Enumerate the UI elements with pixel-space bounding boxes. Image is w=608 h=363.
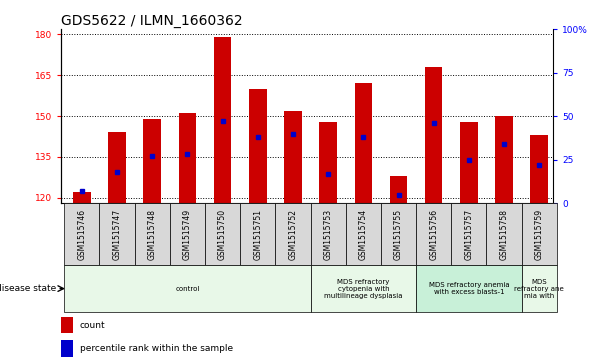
Bar — [311, 203, 346, 265]
Bar — [61, 340, 73, 357]
Bar — [284, 111, 302, 203]
Text: percentile rank within the sample: percentile rank within the sample — [80, 344, 233, 354]
Bar — [460, 122, 478, 203]
Bar — [416, 203, 451, 265]
Bar — [486, 203, 522, 265]
Bar — [64, 265, 311, 312]
Bar — [214, 37, 232, 203]
Bar — [73, 192, 91, 203]
Text: MDS refractory anemia
with excess blasts-1: MDS refractory anemia with excess blasts… — [429, 282, 509, 295]
Bar — [390, 176, 407, 203]
Bar — [205, 203, 240, 265]
Text: GSM1515754: GSM1515754 — [359, 209, 368, 260]
Text: disease state: disease state — [0, 284, 57, 293]
Text: GSM1515748: GSM1515748 — [148, 209, 157, 260]
Text: GSM1515755: GSM1515755 — [394, 209, 403, 260]
Text: GSM1515746: GSM1515746 — [77, 209, 86, 260]
Text: GDS5622 / ILMN_1660362: GDS5622 / ILMN_1660362 — [61, 14, 243, 28]
Bar — [240, 203, 275, 265]
Text: GSM1515756: GSM1515756 — [429, 209, 438, 260]
Bar — [249, 89, 266, 203]
Text: GSM1515749: GSM1515749 — [183, 209, 192, 260]
Bar — [522, 265, 557, 312]
Bar — [275, 203, 311, 265]
Text: GSM1515757: GSM1515757 — [465, 209, 474, 260]
Bar — [496, 116, 513, 203]
Bar — [319, 122, 337, 203]
Text: count: count — [80, 321, 105, 330]
Bar — [354, 83, 372, 203]
Bar — [61, 317, 73, 333]
Text: GSM1515750: GSM1515750 — [218, 209, 227, 260]
Bar — [100, 203, 134, 265]
Text: GSM1515758: GSM1515758 — [500, 209, 508, 260]
Bar — [143, 119, 161, 203]
Bar — [64, 203, 100, 265]
Bar — [416, 265, 522, 312]
Text: GSM1515747: GSM1515747 — [112, 209, 122, 260]
Bar — [346, 203, 381, 265]
Bar — [108, 132, 126, 203]
Bar — [311, 265, 416, 312]
Bar — [530, 135, 548, 203]
Text: GSM1515751: GSM1515751 — [254, 209, 262, 260]
Text: GSM1515752: GSM1515752 — [288, 209, 297, 260]
Bar — [170, 203, 205, 265]
Bar — [134, 203, 170, 265]
Text: MDS
refractory ane
mia with: MDS refractory ane mia with — [514, 278, 564, 299]
Bar — [381, 203, 416, 265]
Bar — [522, 203, 557, 265]
Bar — [425, 67, 443, 203]
Bar — [179, 113, 196, 203]
Text: GSM1515753: GSM1515753 — [323, 209, 333, 260]
Text: control: control — [175, 286, 199, 291]
Text: GSM1515759: GSM1515759 — [534, 209, 544, 260]
Bar — [451, 203, 486, 265]
Text: MDS refractory
cytopenia with
multilineage dysplasia: MDS refractory cytopenia with multilinea… — [324, 278, 402, 299]
